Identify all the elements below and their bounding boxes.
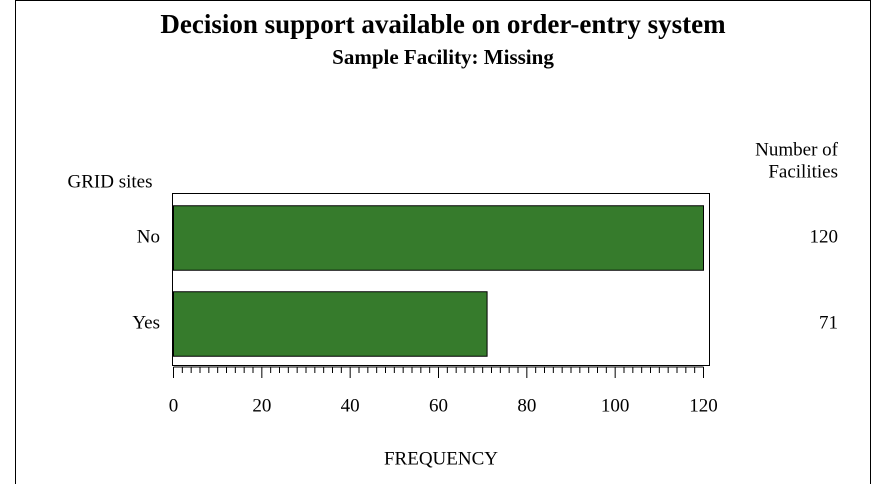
- y-tick-label: Yes: [132, 312, 160, 333]
- bar: [173, 205, 704, 271]
- y-axis-label: GRID sites: [68, 171, 153, 192]
- x-tick-label: 100: [601, 395, 630, 416]
- x-tick-label: 120: [689, 395, 718, 416]
- x-tick-label: 60: [429, 395, 448, 416]
- chart-title: Decision support available on order-entr…: [160, 9, 726, 39]
- bar: [173, 291, 488, 357]
- chart-subtitle: Sample Facility: Missing: [332, 45, 554, 69]
- x-tick-label: 0: [169, 395, 179, 416]
- x-tick-label: 40: [341, 395, 360, 416]
- value-column-header: Facilities: [768, 161, 838, 182]
- plot-frame: [172, 193, 710, 366]
- x-tick-label: 20: [252, 395, 271, 416]
- chart-border: [15, 0, 871, 484]
- value-column-header: Number of: [755, 139, 839, 160]
- x-tick-label: 80: [517, 395, 536, 416]
- y-tick-label: No: [137, 226, 160, 247]
- value-label: 71: [819, 312, 838, 333]
- x-axis-label: FREQUENCY: [384, 448, 498, 469]
- value-label: 120: [810, 226, 839, 247]
